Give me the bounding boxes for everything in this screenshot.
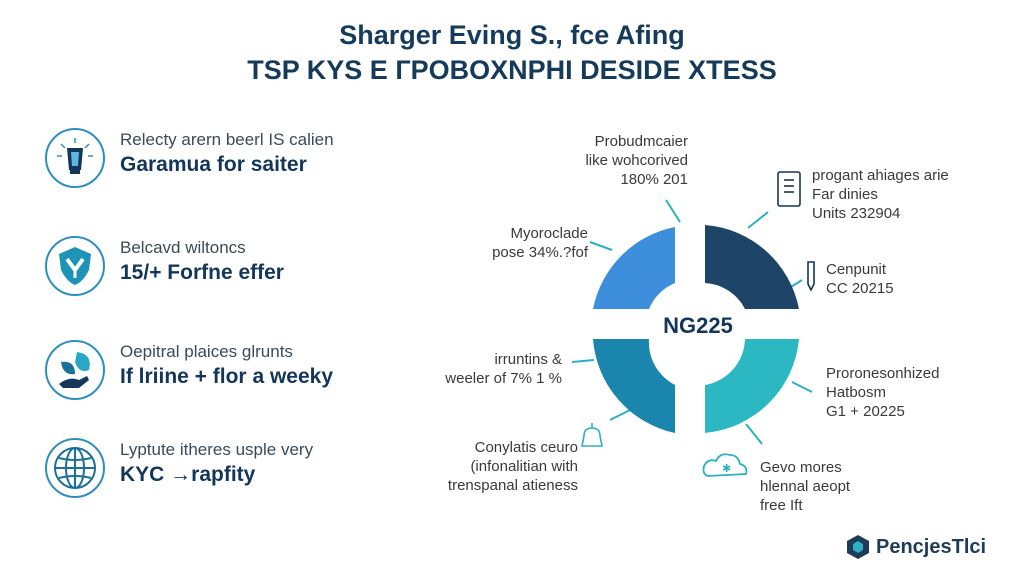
donut-segment-top-right [705, 225, 799, 309]
callout-lower-right: Proronesonhized Hatbosm G1 + 20225 [826, 365, 940, 420]
document-icon [777, 171, 801, 207]
callout-bottom-right: Gevo mores hlennal aeopt free Ift [760, 459, 851, 514]
feature-title: Garamua for saiter [120, 153, 307, 176]
callout-middle-left: irruntins & weeler of 7% 1 % [445, 351, 562, 387]
brand-name: PencjesTlci [876, 535, 987, 558]
donut-center-label: NG225 [663, 313, 733, 338]
feature-caption: Relecty arern beerl IS calien [120, 130, 334, 149]
connector-lines [571, 199, 813, 445]
leaf-hand-icon [45, 340, 105, 400]
feature-title: If lriine + flor a weeky [120, 365, 334, 388]
feature-item: Oepitral plaices glrunts If lriine + flo… [45, 340, 425, 412]
connector-line [571, 359, 595, 363]
feature-caption: Belcavd wiltoncs [120, 238, 246, 257]
donut-segment-top-left [593, 227, 675, 309]
hexagon-logo-icon [847, 535, 869, 559]
callout-top: Probudmcaier like wohcorived 180% 201 [585, 133, 688, 188]
connector-line [589, 241, 613, 251]
callout-right: Cenpunit CC 20215 [826, 261, 894, 297]
connector-line [791, 381, 813, 393]
feature-item: Belcavd wiltoncs 15/+ Forfne effer [45, 236, 425, 308]
bell-icon [581, 423, 603, 447]
feature-item: Lyptute itheres usple very KYC →rapfity [45, 438, 425, 510]
connector-line [745, 423, 763, 445]
connector-line [747, 211, 769, 229]
shield-icon [45, 236, 105, 296]
feature-item: Relecty arern beerl IS calien Garamua fo… [45, 128, 425, 200]
page-title-line-1: Sharger Eving S., fce Afing [339, 20, 685, 50]
svg-text:✱: ✱ [722, 463, 731, 475]
feature-caption: Lyptute itheres usple very [120, 440, 314, 459]
donut-segment-bottom-right [705, 339, 799, 433]
page-title-line-2: TSP KYS E ГPOBOXNPHI DESIDE XTESS [247, 55, 777, 85]
feature-title: 15/+ Forfne effer [120, 261, 284, 284]
brand-logo: PencjesTlci [846, 534, 986, 560]
lantern-icon [45, 128, 105, 188]
callout-bottom-left: Conylatis ceuro (infonalitian with trenspa… [447, 439, 578, 494]
callout-top-right: progant ahiages arie Far dinies Units 2329… [812, 167, 949, 222]
callout-upper-left: Myoroclade pose 34%.?fof [492, 225, 588, 261]
cloud-icon: ✱ [702, 453, 748, 477]
connector-line [665, 199, 681, 223]
connector-line [609, 409, 631, 421]
donut-segment-bottom-left [593, 339, 675, 433]
feature-caption: Oepitral plaices glrunts [120, 342, 293, 361]
pen-icon [807, 261, 815, 292]
globe-icon [45, 438, 105, 498]
feature-title: KYC →rapfity [120, 463, 256, 486]
